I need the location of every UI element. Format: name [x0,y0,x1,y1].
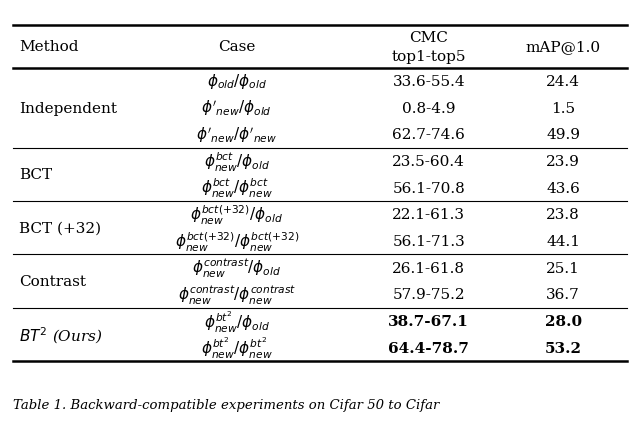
Text: 26.1-61.8: 26.1-61.8 [392,261,465,275]
Text: 49.9: 49.9 [546,128,580,142]
Text: $\phi^{bct}_{new}/\phi_{old}$: $\phi^{bct}_{new}/\phi_{old}$ [204,150,270,173]
Text: CMC: CMC [410,31,448,45]
Text: 57.9-75.2: 57.9-75.2 [392,288,465,301]
Text: 36.7: 36.7 [547,288,580,301]
Text: 1.5: 1.5 [551,101,575,115]
Text: Table 1. Backward-compatible experiments on Cifar 50 to Cifar: Table 1. Backward-compatible experiments… [13,398,439,411]
Text: 53.2: 53.2 [545,341,582,355]
Text: Independent: Independent [19,101,117,115]
Text: top1-top5: top1-top5 [392,49,466,64]
Text: 23.8: 23.8 [547,208,580,222]
Text: BCT (+32): BCT (+32) [19,221,101,235]
Text: 44.1: 44.1 [546,234,580,249]
Text: 22.1-61.3: 22.1-61.3 [392,208,465,222]
Text: Method: Method [19,40,79,54]
Text: $\phi_{old}/\phi_{old}$: $\phi_{old}/\phi_{old}$ [207,72,267,91]
Text: $\phi'_{new}/\phi_{old}$: $\phi'_{new}/\phi_{old}$ [202,98,272,118]
Text: $\phi^{contrast}_{new}/\phi_{old}$: $\phi^{contrast}_{new}/\phi_{old}$ [192,256,282,280]
Text: $\phi^{bct}_{new}/\phi^{bct}_{new}$: $\phi^{bct}_{new}/\phi^{bct}_{new}$ [201,177,273,200]
Text: 23.9: 23.9 [547,154,580,169]
Text: 0.8-4.9: 0.8-4.9 [402,101,456,115]
Text: 25.1: 25.1 [547,261,580,275]
Text: $\phi^{bct(+32)}_{new}/\phi^{bct(+32)}_{new}$: $\phi^{bct(+32)}_{new}/\phi^{bct(+32)}_{… [175,230,299,253]
Text: mAP@1.0: mAP@1.0 [525,40,601,54]
Text: BCT: BCT [19,168,52,182]
Text: 28.0: 28.0 [545,314,582,328]
Text: $\phi^{bt^2}_{new}/\phi^{bt^2}_{new}$: $\phi^{bt^2}_{new}/\phi^{bt^2}_{new}$ [201,335,273,360]
Text: 43.6: 43.6 [547,181,580,195]
Text: $\phi^{bt^2}_{new}/\phi_{old}$: $\phi^{bt^2}_{new}/\phi_{old}$ [204,309,270,334]
Text: 56.1-71.3: 56.1-71.3 [392,234,465,249]
Text: 62.7-74.6: 62.7-74.6 [392,128,465,142]
Text: $\phi'_{new}/\phi'_{new}$: $\phi'_{new}/\phi'_{new}$ [196,125,277,145]
Text: $BT^2$ (Ours): $BT^2$ (Ours) [19,324,103,345]
Text: 38.7-67.1: 38.7-67.1 [388,314,469,328]
Text: 23.5-60.4: 23.5-60.4 [392,154,465,169]
Text: 24.4: 24.4 [546,75,580,89]
Text: 64.4-78.7: 64.4-78.7 [388,341,469,355]
Text: Case: Case [218,40,255,54]
Text: Contrast: Contrast [19,274,86,289]
Text: 33.6-55.4: 33.6-55.4 [392,75,465,89]
Text: 56.1-70.8: 56.1-70.8 [392,181,465,195]
Text: $\phi^{bct(+32)}_{new}/\phi_{old}$: $\phi^{bct(+32)}_{new}/\phi_{old}$ [190,203,284,226]
Text: $\phi^{contrast}_{new}/\phi^{contrast}_{new}$: $\phi^{contrast}_{new}/\phi^{contrast}_{… [178,283,296,306]
